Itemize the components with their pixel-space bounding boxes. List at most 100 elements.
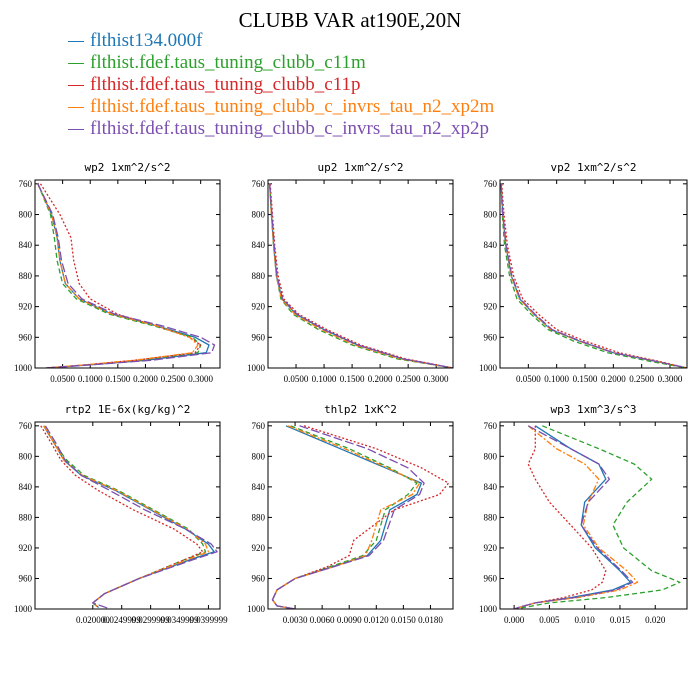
y-tick-label: 960: [484, 573, 498, 583]
legend-line-swatch: [68, 63, 84, 64]
x-tick-label: 0.0060: [310, 615, 335, 625]
panel-frame: [267, 179, 454, 369]
series-line: [269, 183, 453, 368]
series-line: [40, 425, 204, 609]
series-line: [271, 425, 450, 609]
x-tick-label: 0.020: [645, 615, 666, 625]
y-tick-label: 1000: [14, 604, 33, 614]
series-line: [39, 183, 202, 368]
x-tick-label: 0.3000: [658, 374, 683, 384]
y-tick-label: 840: [484, 482, 498, 492]
y-tick-label: 760: [252, 179, 266, 189]
legend-label: flthist.fdef.taus_tuning_clubb_c11p: [90, 74, 361, 95]
panel-frame: [499, 421, 688, 610]
x-tick-label: 0.0299999: [132, 615, 171, 625]
series-line: [501, 183, 687, 368]
x-tick-label: 0.0349999: [160, 615, 199, 625]
y-tick-label: 880: [484, 271, 498, 281]
figure-title: CLUBB VAR at190E,20N: [238, 8, 462, 32]
y-tick-label: 960: [484, 332, 498, 342]
x-tick-label: 0.1000: [544, 374, 569, 384]
y-tick-label: 1000: [14, 363, 33, 373]
series-line: [271, 425, 425, 609]
series-line: [500, 183, 687, 368]
y-tick-label: 960: [19, 332, 33, 342]
y-tick-label: 800: [19, 210, 33, 220]
series-line: [271, 425, 423, 609]
y-tick-label: 840: [252, 482, 266, 492]
x-tick-label: 0.2000: [368, 374, 393, 384]
y-tick-label: 840: [484, 240, 498, 250]
x-tick-label: 0.0249999: [103, 615, 142, 625]
x-tick-label: 0.0500: [50, 374, 75, 384]
x-tick-label: 0.010: [575, 615, 596, 625]
series-line: [269, 183, 453, 368]
y-tick-label: 960: [252, 332, 266, 342]
panel: wp2 1xm^2/s^2 760 800 840 880 920 960 1000 0.050…: [14, 161, 221, 384]
y-tick-label: 800: [252, 210, 266, 220]
series-line: [500, 183, 687, 368]
x-tick-label: 0.0090: [337, 615, 362, 625]
panel: rtp2 1E-6x(kg/kg)^2 760 800 840 880 920 960 100…: [14, 403, 228, 625]
y-tick-label: 920: [484, 543, 498, 553]
panel: up2 1xm^2/s^2 760 800 840 880 920 960 1000 0.050…: [247, 161, 454, 384]
series-line: [271, 425, 421, 609]
x-tick-label: 0.015: [610, 615, 631, 625]
series-line: [43, 425, 215, 609]
series-line: [513, 425, 607, 609]
y-tick-label: 800: [252, 451, 266, 461]
x-tick-label: 0.0500: [516, 374, 541, 384]
y-tick-label: 800: [484, 210, 498, 220]
series-line: [269, 183, 453, 368]
x-tick-label: 0.2500: [396, 374, 421, 384]
legend-label: flthist.fdef.taus_tuning_clubb_c_invrs_t…: [90, 118, 489, 139]
panel-frame: [267, 421, 454, 610]
x-tick-label: 0.005: [539, 615, 560, 625]
x-tick-label: 0.2500: [629, 374, 654, 384]
y-tick-label: 960: [252, 573, 266, 583]
series-line: [513, 425, 632, 609]
series-line: [271, 425, 418, 609]
x-tick-label: 0.2000: [133, 374, 158, 384]
x-tick-label: 0.0180: [418, 615, 443, 625]
series-line: [43, 425, 207, 609]
panel: vp2 1xm^2/s^2 760 800 840 880 920 960 1000 0.050…: [479, 161, 688, 384]
panel-frame: [34, 179, 221, 369]
series-line: [500, 183, 687, 368]
legend-label: flthist.fdef.taus_tuning_clubb_c_invrs_t…: [90, 96, 495, 117]
y-tick-label: 880: [252, 271, 266, 281]
y-tick-label: 760: [19, 421, 33, 431]
y-tick-label: 880: [19, 512, 33, 522]
y-tick-label: 880: [484, 512, 498, 522]
legend-line-swatch: [68, 107, 84, 108]
panel-title: vp2 1xm^2/s^2: [550, 161, 636, 174]
x-tick-label: 0.1000: [78, 374, 103, 384]
series-line: [513, 425, 634, 609]
x-tick-label: 0.020000: [76, 615, 110, 625]
x-tick-label: 0.2500: [161, 374, 186, 384]
y-tick-label: 760: [484, 179, 498, 189]
x-tick-label: 0.000: [504, 615, 525, 625]
y-tick-label: 760: [252, 421, 266, 431]
y-tick-label: 920: [252, 302, 266, 312]
y-tick-label: 800: [484, 451, 498, 461]
panel-title: up2 1xm^2/s^2: [317, 161, 403, 174]
series-line: [269, 183, 453, 368]
y-tick-label: 840: [19, 240, 33, 250]
series-line: [37, 183, 216, 368]
panel-title: wp3 1xm^3/s^3: [550, 403, 636, 416]
x-tick-label: 0.0120: [364, 615, 389, 625]
series-line: [500, 183, 687, 368]
legend-line-swatch: [68, 85, 84, 86]
x-tick-label: 0.1000: [312, 374, 337, 384]
x-tick-label: 0.1500: [340, 374, 365, 384]
y-tick-label: 1000: [479, 363, 498, 373]
x-tick-label: 0.0500: [284, 374, 309, 384]
y-tick-label: 1000: [247, 604, 266, 614]
panel-title: thlp2 1xK^2: [324, 403, 397, 416]
x-tick-label: 0.0150: [391, 615, 416, 625]
x-tick-label: 0.3000: [424, 374, 449, 384]
series-line: [37, 183, 202, 368]
y-tick-label: 840: [19, 482, 33, 492]
